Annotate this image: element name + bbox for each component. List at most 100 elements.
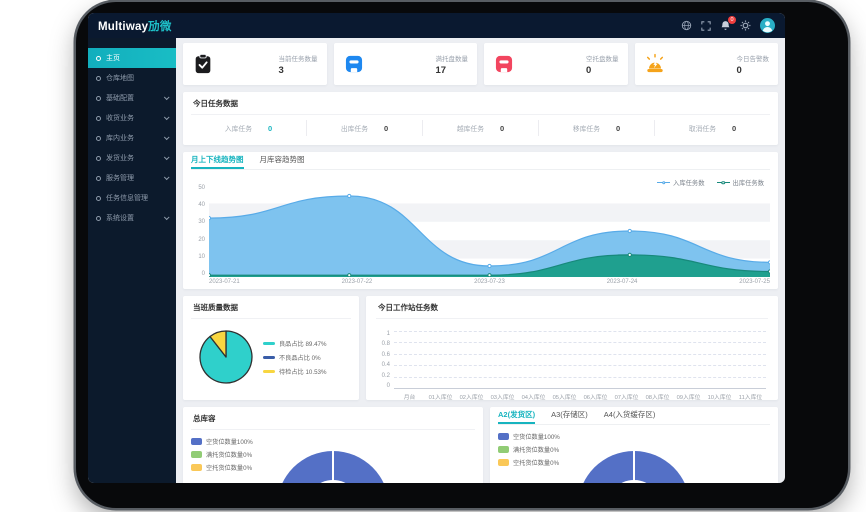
menu-icon	[96, 75, 101, 81]
gridline	[394, 353, 766, 365]
app-logo: Multiway劢微	[98, 18, 172, 34]
workstation-card: 今日工作站任务数 1 0.8 0.6 0.4 0.2 0 月台 01入库位 02入库位 03入库…	[366, 296, 778, 401]
sidebar-item-4[interactable]: 库内业务	[88, 128, 176, 148]
trend-tab-1[interactable]: 月库容趋势图	[259, 155, 305, 164]
tablet-frame: Multiway劢微 0	[76, 2, 848, 508]
user-avatar[interactable]	[760, 18, 775, 33]
fullscreen-icon[interactable]	[701, 20, 711, 31]
stat-card-text: 当前任务数量 3	[279, 53, 318, 76]
quality-legend-item-0[interactable]: 良品占比 89.47%	[263, 339, 326, 348]
quality-body: 良品占比 89.47% 不良品占比 0% 待检占比 10.53%	[191, 328, 351, 386]
x-tick: 06入库位	[583, 395, 608, 401]
sidebar: 主页仓库地图 基础配置收货业务库内业务发货业务服务管理 任务信息管理系统设置	[88, 38, 176, 483]
capacity-legend-item-0[interactable]: 空货位数量100%	[191, 437, 475, 446]
capacity-legend-item-1[interactable]: 满托货位数量0%	[191, 450, 475, 459]
sidebar-item-0[interactable]: 主页	[88, 48, 176, 68]
task-label: 越库任务	[456, 126, 484, 133]
trend-legend-item-0[interactable]: 入库任务数	[657, 178, 705, 187]
stat-card-value: 0	[736, 64, 742, 76]
trend-x-axis: 2023-07-21 2023-07-22 2023-07-23 2023-07-24…	[209, 279, 770, 285]
task-label: 出库任务	[340, 126, 368, 133]
task-item-1: 出库任务 0	[307, 120, 423, 136]
sidebar-item-3[interactable]: 收货业务	[88, 108, 176, 128]
menu-icon	[96, 115, 101, 121]
x-tick: 02入库位	[459, 395, 484, 401]
stat-card-label: 空托盘数量	[586, 55, 619, 63]
zone-capacity-card: A2(发货区) A3(存储区) A4(入货缓存区) 空货位数量100% 满托货位数量0…	[490, 407, 778, 483]
bell-icon[interactable]: 0	[720, 16, 736, 31]
zone-tab-2[interactable]: A4(入货缓存区)	[603, 410, 656, 419]
workstation-x-axis: 月台 01入库位 02入库位 03入库位 04入库位 05入库位 06入库位 07入库位 08入…	[394, 392, 766, 401]
dashboard-screen: Multiway劢微 0	[88, 13, 785, 483]
gridline	[394, 342, 766, 353]
legend-marker	[498, 433, 509, 440]
y-tick: 0.6	[381, 351, 390, 358]
y-tick: 0	[201, 270, 205, 277]
quality-legend-item-2[interactable]: 待检占比 10.53%	[263, 367, 326, 376]
sidebar-item-label: 系统设置	[106, 215, 134, 222]
legend-marker	[498, 446, 509, 453]
stat-card-text: 今日告警数 0	[737, 53, 770, 76]
task-label: 移库任务	[572, 126, 600, 133]
menu-icon	[96, 135, 101, 141]
workstation-title: 今日工作站任务数	[376, 296, 768, 319]
x-tick: 2023-07-25	[739, 279, 770, 285]
sidebar-item-2[interactable]: 基础配置	[88, 88, 176, 108]
empty-pallet-icon	[493, 53, 515, 75]
gear-icon[interactable]	[740, 20, 751, 31]
total-capacity-card: 总库容 空货位数量100% 满托货位数量0% 空托货位数量0%	[183, 407, 483, 483]
x-tick: 05入库位	[552, 395, 577, 401]
capacity-legend-item-0[interactable]: 空货位数量100%	[498, 432, 770, 441]
globe-icon[interactable]	[681, 20, 692, 31]
trend-legend: 入库任务数 出库任务数	[657, 178, 764, 187]
legend-marker	[191, 438, 202, 445]
x-tick: 09入库位	[676, 395, 701, 401]
stat-card-label: 满托盘数量	[435, 55, 469, 63]
capacity-legend-item-2[interactable]: 空托货位数量0%	[498, 458, 770, 467]
stat-card-label: 当前任务数量	[278, 55, 318, 63]
sidebar-item-1[interactable]: 仓库地图	[88, 68, 176, 88]
task-value: 0	[732, 123, 737, 133]
donut-gap	[633, 451, 635, 481]
task-value: 0	[500, 123, 505, 133]
stat-card-label: 今日告警数	[736, 55, 770, 63]
task-value: 0	[616, 123, 621, 133]
y-tick: 0	[386, 382, 390, 389]
sidebar-item-6[interactable]: 服务管理	[88, 168, 176, 188]
zone-tab-0[interactable]: A2(发货区)	[498, 407, 536, 424]
trend-area-chart	[209, 193, 770, 277]
zone-tab-1[interactable]: A3(存储区)	[551, 410, 588, 419]
zone-capacity-legend: 空货位数量100% 满托货位数量0% 空托货位数量0%	[498, 432, 770, 467]
sidebar-item-label: 收货业务	[106, 115, 134, 122]
menu-icon	[96, 55, 101, 61]
quality-legend-item-1[interactable]: 不良品占比 0%	[263, 353, 326, 362]
task-item-0: 入库任务 0	[191, 120, 307, 136]
trend-y-axis: 50 40 30 20 10 0	[191, 185, 205, 277]
trend-tab-0[interactable]: 月上下线趋势图	[191, 152, 244, 169]
sidebar-item-8[interactable]: 系统设置	[88, 208, 176, 228]
task-value: 0	[268, 123, 273, 133]
stat-card-3: 今日告警数 0	[634, 43, 778, 85]
donut-gap	[332, 451, 334, 481]
sidebar-item-label: 主页	[106, 55, 120, 62]
sidebar-item-label: 发货业务	[106, 155, 134, 162]
chevron-down-icon	[163, 134, 170, 141]
sidebar-item-7[interactable]: 任务信息管理	[88, 188, 176, 208]
legend-marker	[498, 459, 509, 466]
y-tick: 0.8	[381, 341, 390, 348]
x-tick: 01入库位	[428, 395, 453, 401]
trend-legend-item-1[interactable]: 出库任务数	[716, 178, 764, 187]
x-tick: 月台	[403, 395, 416, 401]
sidebar-item-5[interactable]: 发货业务	[88, 148, 176, 168]
x-tick: 10入库位	[707, 395, 732, 401]
y-tick: 40	[198, 202, 205, 209]
task-item-2: 越库任务 0	[423, 120, 539, 136]
chevron-down-icon	[163, 174, 170, 181]
chevron-down-icon	[163, 214, 170, 221]
x-tick: 07入库位	[614, 395, 639, 401]
stat-card-text: 满托盘数量 17	[436, 53, 469, 76]
capacity-legend-item-2[interactable]: 空托货位数量0%	[191, 463, 475, 472]
task-item-4: 取消任务 0	[655, 120, 770, 136]
capacity-legend-item-1[interactable]: 满托货位数量0%	[498, 445, 770, 454]
